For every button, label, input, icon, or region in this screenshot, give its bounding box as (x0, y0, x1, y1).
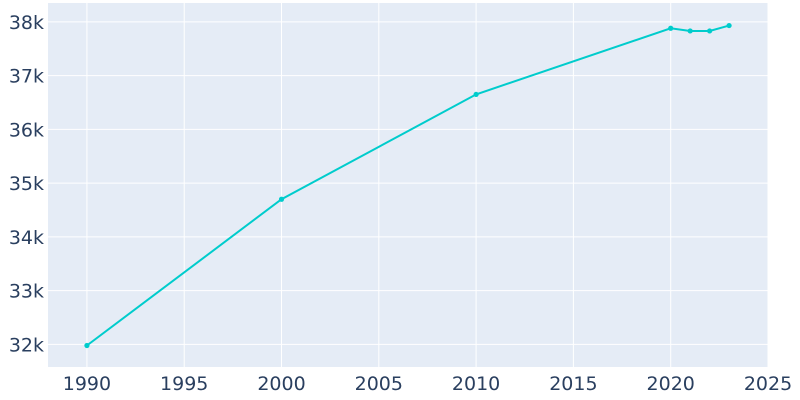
y-tick-label: 33k (9, 281, 44, 303)
data-point (473, 91, 479, 98)
x-tick-label: 2010 (452, 373, 500, 395)
x-tick-label: 2000 (257, 373, 305, 395)
y-tick-label: 38k (9, 12, 44, 34)
grid-lines (48, 3, 769, 367)
y-tick-label: 34k (9, 227, 44, 249)
data-point (726, 22, 732, 29)
series-group (84, 22, 732, 349)
y-tick-label: 35k (9, 173, 44, 195)
data-point (687, 28, 693, 34)
x-tick-label: 2015 (549, 373, 597, 395)
y-tick-label: 32k (9, 334, 44, 356)
data-point (668, 25, 674, 31)
x-tick-label: 1990 (63, 373, 111, 395)
x-tick-label: 2020 (647, 373, 695, 395)
x-tick-label: 2005 (355, 373, 403, 395)
y-axis-ticks: 32k 33k 34k 35k 36k 37k 38k (9, 12, 44, 357)
y-tick-label: 37k (9, 66, 44, 88)
data-point (278, 196, 285, 202)
data-point (84, 342, 90, 349)
data-point (707, 28, 713, 34)
y-tick-label: 36k (9, 119, 44, 141)
x-tick-label: 2025 (744, 373, 792, 395)
plot-background (48, 3, 768, 367)
x-tick-label: 1995 (160, 373, 208, 395)
x-axis-ticks: 1990 1995 2000 2005 2010 2015 2020 2025 (63, 373, 792, 395)
